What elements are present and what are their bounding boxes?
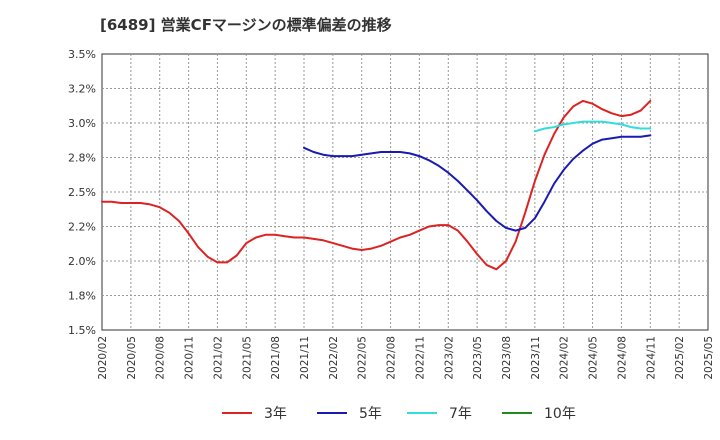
x-tick-label: 2021/08 bbox=[270, 336, 282, 380]
x-tick-label: 2022/02 bbox=[328, 336, 340, 380]
x-tick-label: 2020/08 bbox=[155, 336, 167, 380]
x-tick-label: 2025/02 bbox=[674, 336, 686, 380]
legend: 3年 5年 7年 10年 bbox=[222, 406, 576, 422]
x-tick-label: 2022/08 bbox=[386, 336, 398, 380]
y-tick-label: 2.8% bbox=[68, 152, 96, 165]
x-tick-label: 2020/11 bbox=[184, 336, 196, 380]
x-tick-label: 2024/11 bbox=[645, 336, 657, 380]
series-lines bbox=[101, 99, 652, 271]
y-tick-label: 2.2% bbox=[68, 221, 96, 234]
y-tick-label: 3.2% bbox=[68, 83, 96, 96]
y-tick-label: 2.5% bbox=[68, 186, 96, 199]
y-tick-label: 1.5% bbox=[68, 324, 96, 337]
x-tick-label: 2022/11 bbox=[414, 336, 426, 380]
y-tick-label: 2.0% bbox=[68, 255, 96, 268]
x-tick-label: 2020/02 bbox=[97, 336, 109, 380]
x-tick-label: 2023/05 bbox=[472, 336, 484, 380]
legend-label-2: 5年 bbox=[359, 406, 382, 422]
chart-title: [6489] 営業CFマージンの標準偏差の推移 bbox=[100, 16, 392, 34]
x-tick-label: 2024/08 bbox=[616, 336, 628, 380]
x-tick-label: 2021/11 bbox=[299, 336, 311, 380]
x-tick-label: 2024/05 bbox=[588, 336, 600, 380]
y-tick-label: 3.5% bbox=[68, 48, 96, 61]
x-tick-label: 2021/05 bbox=[241, 336, 253, 380]
x-tick-label: 2021/02 bbox=[212, 336, 224, 380]
x-tick-label: 2024/02 bbox=[559, 336, 571, 380]
series-line-2 bbox=[303, 134, 652, 232]
y-axis-ticks: 1.5% 1.8% 2.0% 2.2% 2.5% 2.8% 3.0% 3.2% 3.5% bbox=[68, 48, 96, 337]
x-tick-label: 2022/05 bbox=[357, 336, 369, 380]
y-tick-label: 3.0% bbox=[68, 117, 96, 130]
legend-label-1: 3年 bbox=[264, 406, 287, 422]
y-tick-label: 1.8% bbox=[68, 290, 96, 303]
legend-label-4: 10年 bbox=[544, 406, 576, 422]
x-tick-label: 2023/08 bbox=[501, 336, 513, 380]
x-tick-label: 2020/05 bbox=[126, 336, 138, 380]
x-tick-label: 2023/02 bbox=[443, 336, 455, 380]
legend-label-3: 7年 bbox=[449, 406, 472, 422]
series-line-3 bbox=[533, 120, 652, 133]
plot-area bbox=[101, 53, 709, 331]
x-axis-ticks: 2020/02 2020/05 2020/08 2020/11 2021/02 2021/… bbox=[97, 336, 715, 380]
x-tick-label: 2023/11 bbox=[530, 336, 542, 380]
x-tick-label: 2025/05 bbox=[703, 336, 715, 380]
